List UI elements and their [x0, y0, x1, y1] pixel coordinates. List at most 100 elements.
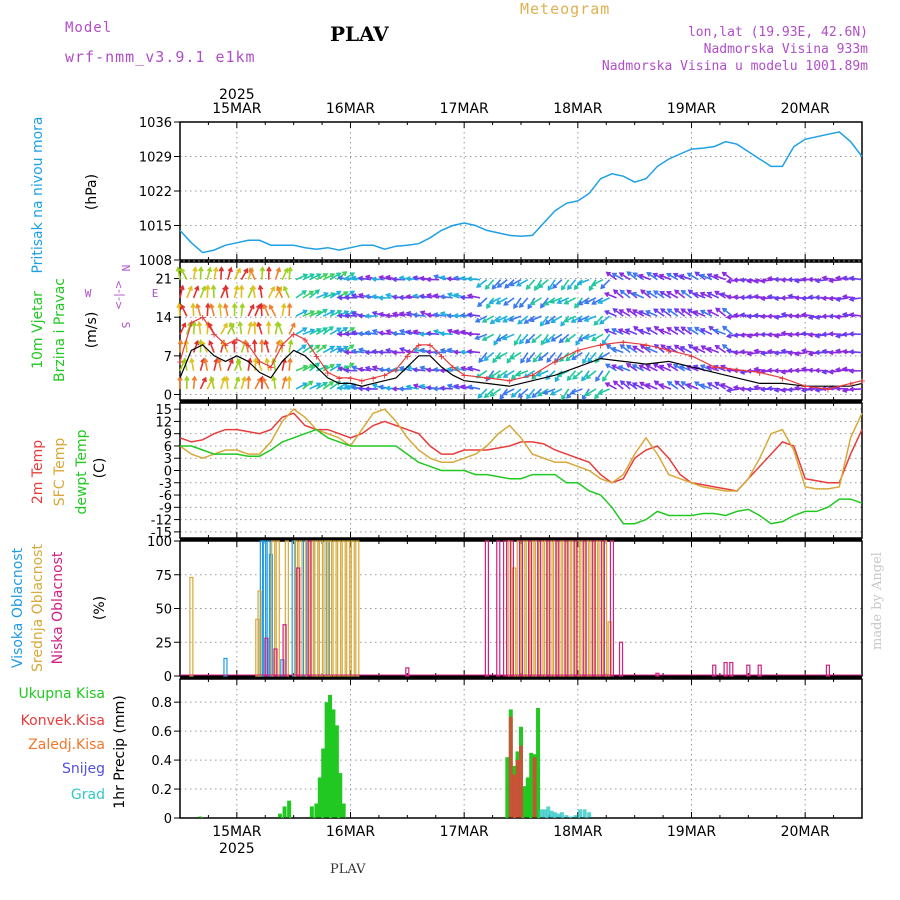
wind-arrow-head: [265, 320, 272, 327]
wind-arrow-head: [343, 294, 350, 301]
wind-arrow-head: [626, 289, 632, 295]
wind-arrow-head: [706, 309, 713, 315]
wind-arrow-head: [385, 329, 391, 335]
wind-arrow: [673, 364, 686, 372]
wind-arrow-head: [645, 290, 652, 296]
wind-arrow: [551, 315, 563, 323]
wind-arrow-head: [746, 278, 752, 284]
y-tick-label: 1029: [139, 151, 172, 166]
wind-arrow-head: [746, 386, 752, 393]
wind-arrow-head: [773, 276, 779, 283]
wind-arrow-head: [752, 331, 759, 338]
precip-bar-hail: [559, 812, 564, 818]
wind-arrow-head: [314, 289, 321, 295]
wind-arrow: [605, 292, 617, 299]
wind-arrow: [277, 322, 284, 335]
wind-arrow-head: [262, 377, 267, 383]
wind-arrow: [302, 364, 314, 372]
wind-arrow-head: [425, 312, 432, 318]
wind-arrow-head: [821, 295, 827, 302]
cloud-bar-mid_cloud: [305, 540, 310, 677]
wind-arrow-head: [534, 285, 539, 292]
wind-arrow: [557, 297, 570, 304]
date-label-bottom: 15MAR: [212, 824, 261, 840]
wind-arrow-head: [848, 312, 855, 318]
wind-arrow: [365, 331, 378, 336]
wind-arrow-head: [398, 386, 404, 392]
wind-arrow-head: [364, 274, 371, 280]
wind-arrow-head: [391, 311, 398, 317]
wind-arrow: [645, 383, 658, 390]
wind-arrow-head: [245, 375, 252, 381]
wind-arrow-head: [509, 354, 515, 360]
wind-arrow-head: [342, 271, 348, 277]
wind-arrow-head: [446, 366, 452, 373]
wind-arrow: [482, 333, 495, 341]
wind-arrow: [213, 267, 218, 280]
wind-arrow-head: [350, 384, 357, 391]
wind-arrow: [239, 322, 243, 335]
wind-arrow: [240, 268, 248, 281]
wind-arrow-head: [459, 312, 466, 319]
wind-arrow: [491, 279, 502, 290]
wind-arrow-head: [605, 344, 612, 350]
wind-arrow: [613, 308, 624, 317]
wind-arrow: [543, 388, 556, 395]
wind-arrow-head: [692, 310, 699, 316]
wind-arrow-head: [502, 373, 509, 378]
wind-arrow-head: [257, 284, 264, 291]
wind-arrow: [632, 292, 645, 299]
wind-arrow-head: [573, 284, 579, 291]
wind-arrow: [210, 377, 215, 390]
wind-arrow-head: [228, 358, 234, 364]
wind-arrow-head: [316, 382, 322, 388]
date-label-bottom: 16MAR: [326, 824, 375, 840]
compass-e: E: [152, 287, 159, 300]
cloud-bar-mid_cloud: [539, 540, 544, 677]
wind-arrow-head: [659, 291, 665, 296]
wind-arrow-head: [666, 308, 672, 314]
wind-arrow-head: [377, 366, 384, 373]
wind-arrow-head: [238, 284, 245, 290]
wind-arrow-head: [572, 374, 578, 380]
wind-arrow-head: [593, 320, 599, 326]
wind-arrow: [322, 346, 335, 354]
wind-arrow-head: [477, 393, 483, 399]
wind-arrow: [468, 277, 481, 281]
elevation-label: Nadmorska Visina 933m: [703, 42, 868, 57]
wind-gust-marker: +: [643, 339, 650, 352]
cloud-bar-low_cloud: [307, 540, 312, 677]
wind-arrow: [661, 344, 672, 354]
wind-arrow: [496, 333, 508, 342]
wind-arrow: [740, 296, 753, 299]
precip-legend-4: Grad: [71, 787, 105, 803]
wind-arrow-head: [439, 311, 446, 317]
wind-arrow-head: [532, 357, 538, 363]
wind-arrow-head: [452, 349, 459, 355]
wind-arrow-head: [459, 275, 466, 282]
wind-arrow-head: [550, 318, 556, 324]
wind-gust-marker: +: [688, 350, 695, 363]
wind-arrow: [640, 289, 652, 299]
wind-arrow: [288, 358, 292, 371]
wind-arrow: [427, 332, 440, 336]
cloud-bar-low_cloud: [600, 540, 605, 677]
wind-arrow-head: [639, 381, 645, 387]
wind-arrow: [517, 315, 529, 325]
wind-arrow-head: [398, 365, 405, 372]
wind-arrow: [233, 268, 241, 281]
wind-arrow: [598, 297, 610, 304]
wind-arrow: [747, 278, 760, 283]
wind-arrow-head: [834, 314, 841, 320]
wind-arrow-head: [834, 367, 841, 373]
wind-arrow-head: [603, 291, 610, 298]
precip-bar-total_precip: [328, 694, 333, 818]
wind-arrow-head: [208, 339, 214, 346]
wind-arrow: [468, 294, 481, 299]
wind-arrow-head: [351, 311, 357, 317]
footer-station: PLAV: [330, 862, 366, 877]
wind-arrow: [674, 344, 686, 354]
wind-arrow-head: [646, 272, 652, 277]
wind-arrow-head: [491, 284, 497, 290]
wind-arrow: [406, 350, 419, 354]
